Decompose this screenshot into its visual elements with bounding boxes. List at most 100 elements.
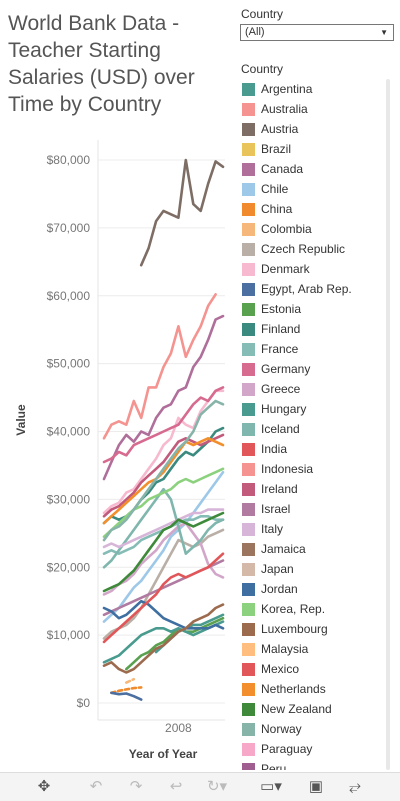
legend-item[interactable]: Indonesia: [242, 459, 392, 479]
legend-item[interactable]: India: [242, 439, 392, 459]
legend-label: Mexico: [261, 662, 300, 676]
y-tick-label: $40,000: [47, 425, 91, 439]
legend-item[interactable]: Chile: [242, 179, 392, 199]
series-line: [102, 399, 225, 542]
legend-label: Ireland: [261, 482, 298, 496]
legend-swatch: [242, 402, 255, 416]
series-line: [139, 158, 225, 267]
legend-label: Egypt, Arab Rep.: [261, 282, 352, 296]
legend-swatch: [242, 762, 255, 770]
legend-item[interactable]: Jordan: [242, 579, 392, 599]
legend-swatch: [242, 502, 255, 516]
legend-label: Brazil: [261, 142, 292, 156]
y-tick-label: $30,000: [47, 492, 91, 506]
legend-item[interactable]: Peru: [242, 759, 392, 770]
legend-item[interactable]: Jamaica: [242, 539, 392, 559]
legend-scrollbar[interactable]: [385, 79, 391, 770]
legend-label: Australia: [261, 102, 308, 116]
series-line: [102, 552, 225, 644]
series-line: [102, 467, 225, 538]
series-line: [102, 314, 225, 481]
legend-label: Austria: [261, 122, 299, 136]
legend-item[interactable]: Paraguay: [242, 739, 392, 759]
legend-item[interactable]: Germany: [242, 359, 392, 379]
y-axis-title: Value: [14, 404, 28, 436]
legend-label: Peru: [261, 762, 287, 770]
legend-label: Canada: [261, 162, 304, 176]
legend-item[interactable]: Egypt, Arab Rep.: [242, 279, 392, 299]
legend-item[interactable]: Mexico: [242, 659, 392, 679]
legend: Argentina Australia Austria Brazil Canada Chi…: [242, 79, 392, 770]
legend-item[interactable]: Ireland: [242, 479, 392, 499]
refresh-icon[interactable]: ↻▾: [206, 778, 228, 795]
legend-item[interactable]: Estonia: [242, 299, 392, 319]
legend-label: Korea, Rep.: [261, 602, 326, 616]
legend-item[interactable]: Colombia: [242, 219, 392, 239]
legend-item[interactable]: China: [242, 199, 392, 219]
legend-label: Chile: [261, 182, 289, 196]
legend-item[interactable]: Argentina: [242, 79, 392, 99]
revert-icon[interactable]: ↩: [169, 778, 183, 795]
legend-item[interactable]: Finland: [242, 319, 392, 339]
fullscreen-icon[interactable]: ▣: [308, 778, 324, 795]
legend-label: Indonesia: [261, 462, 314, 476]
share-icon[interactable]: ⥂: [348, 778, 361, 795]
legend-item[interactable]: Canada: [242, 159, 392, 179]
legend-item[interactable]: Korea, Rep.: [242, 599, 392, 619]
legend-swatch: [242, 262, 255, 276]
legend-label: Malaysia: [261, 642, 309, 656]
legend-item[interactable]: Denmark: [242, 259, 392, 279]
legend-item[interactable]: France: [242, 339, 392, 359]
move-icon[interactable]: ✥: [37, 778, 51, 795]
legend-item[interactable]: Japan: [242, 559, 392, 579]
page-title: World Bank Data - Teacher Starting Salar…: [8, 12, 195, 116]
legend-swatch: [242, 342, 255, 356]
dropdown-arrow-icon: ▼: [380, 28, 388, 37]
legend-label: Greece: [261, 382, 301, 396]
legend-item[interactable]: Australia: [242, 99, 392, 119]
series-line: [102, 293, 217, 440]
series-line: [102, 603, 225, 674]
legend-swatch: [242, 182, 255, 196]
legend-swatch: [242, 142, 255, 156]
legend-swatch: [242, 562, 255, 576]
line-chart: $0 $10,000 $20,000 $30,000 $40,000 $50,000 $60…: [14, 140, 225, 761]
series-line: [102, 528, 225, 640]
legend-item[interactable]: Brazil: [242, 139, 392, 159]
legend-item[interactable]: Malaysia: [242, 639, 392, 659]
y-tick-label: $10,000: [47, 628, 91, 642]
legend-label: Luxembourg: [261, 622, 328, 636]
series-line: [110, 691, 143, 701]
legend-item[interactable]: Israel: [242, 499, 392, 519]
legend-swatch: [242, 602, 255, 616]
legend-item[interactable]: Italy: [242, 519, 392, 539]
legend-item[interactable]: Norway: [242, 719, 392, 739]
country-filter-select[interactable]: (All) ▼: [240, 24, 394, 41]
legend-label: Finland: [261, 322, 301, 336]
legend-item[interactable]: New Zealand: [242, 699, 392, 719]
legend-swatch: [242, 122, 255, 136]
series-line: [110, 686, 143, 695]
legend-swatch: [242, 202, 255, 216]
legend-item[interactable]: Hungary: [242, 399, 392, 419]
legend-item[interactable]: Netherlands: [242, 679, 392, 699]
undo-icon[interactable]: ↶: [89, 778, 103, 795]
download-icon[interactable]: ▭▾: [260, 778, 282, 795]
legend-item[interactable]: Luxembourg: [242, 619, 392, 639]
legend-label: Paraguay: [261, 742, 313, 756]
legend-item[interactable]: Greece: [242, 379, 392, 399]
legend-swatch: [242, 542, 255, 556]
legend-swatch: [242, 222, 255, 236]
series-line: [102, 386, 225, 464]
legend-swatch: [242, 82, 255, 96]
legend-item[interactable]: Iceland: [242, 419, 392, 439]
legend-item[interactable]: Czech Republic: [242, 239, 392, 259]
legend-swatch: [242, 302, 255, 316]
legend-item[interactable]: Austria: [242, 119, 392, 139]
legend-swatch: [242, 522, 255, 536]
x-axis-title: Year of Year: [129, 747, 198, 761]
legend-label: Colombia: [261, 222, 312, 236]
redo-icon[interactable]: ↷: [129, 778, 143, 795]
y-tick-label: $20,000: [47, 560, 91, 574]
legend-swatch: [242, 682, 255, 696]
